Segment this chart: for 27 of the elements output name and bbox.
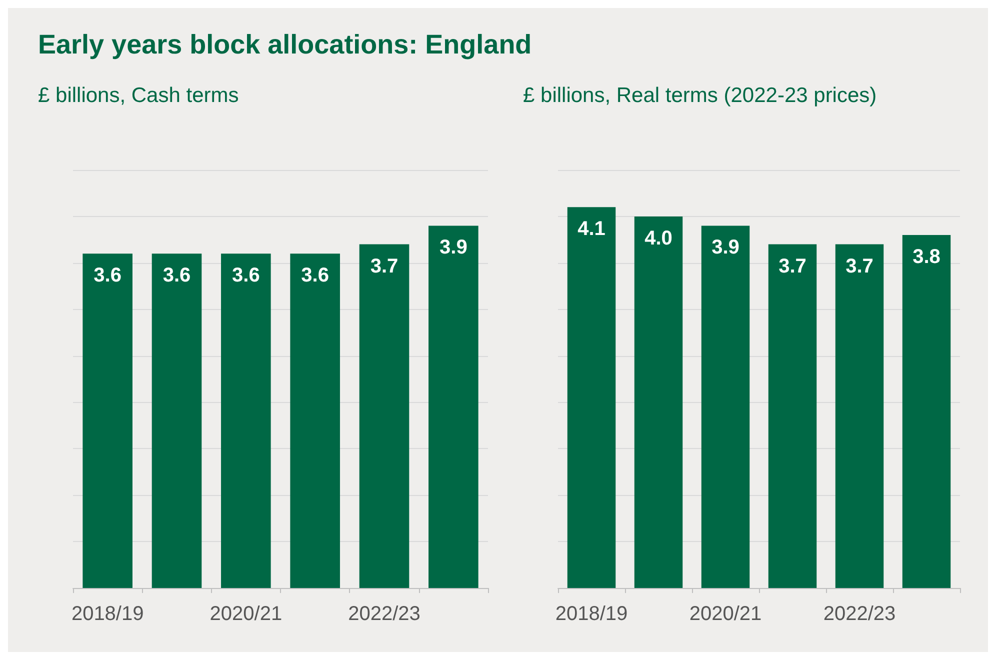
bar [835, 244, 884, 588]
data-label: 4.0 [644, 227, 672, 250]
data-label: 3.6 [94, 264, 122, 287]
chart-subtitle: £ billions, Real terms (2022-23 prices) [523, 84, 877, 107]
data-label: 3.7 [778, 255, 806, 278]
x-tick-label: 2022/23 [348, 603, 420, 625]
data-label: 3.6 [162, 264, 191, 287]
data-label: 3.9 [712, 236, 740, 259]
data-label: 3.7 [846, 255, 874, 278]
data-label: 3.6 [232, 264, 260, 287]
bar [567, 207, 616, 588]
bar [701, 226, 750, 588]
x-tick-label: 2018/19 [71, 603, 144, 625]
bar [768, 244, 817, 588]
x-tick-label: 2020/21 [689, 603, 762, 625]
x-tick-label: 2018/19 [555, 603, 628, 625]
chart-subtitle: £ billions, Cash terms [38, 84, 239, 107]
data-label: 3.8 [912, 246, 940, 268]
x-tick-label: 2020/21 [210, 603, 282, 625]
x-tick-label: 2022/23 [823, 603, 896, 625]
bar [634, 216, 683, 588]
chart-title: Early years block allocations: England [38, 30, 532, 60]
data-label: 3.7 [370, 255, 398, 278]
bar [902, 235, 951, 588]
data-label: 4.1 [578, 218, 606, 240]
data-label: 3.9 [440, 236, 468, 259]
data-label: 3.6 [301, 264, 329, 287]
